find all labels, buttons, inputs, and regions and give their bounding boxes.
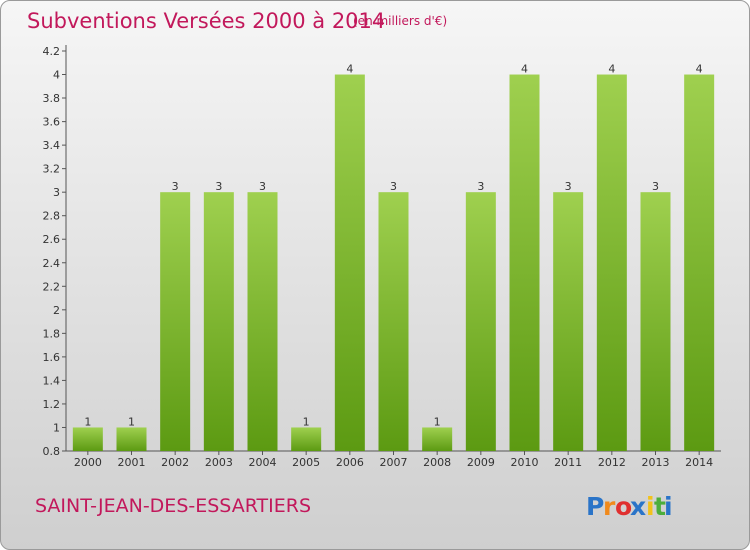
y-tick-label: 3.8 <box>43 92 61 105</box>
y-tick-label: 3.2 <box>43 163 61 176</box>
bar-2010 <box>509 74 540 451</box>
data-label-2013: 3 <box>652 180 659 193</box>
x-tick-label: 2005 <box>292 456 320 469</box>
proxiti-logo: Pr ox i ti <box>586 492 673 521</box>
x-tick-label: 2004 <box>249 456 277 469</box>
data-label-2011: 3 <box>565 180 572 193</box>
data-label-2006: 4 <box>346 63 353 76</box>
data-label-2008: 1 <box>434 415 441 428</box>
bar-2002 <box>160 192 191 452</box>
chart-title: Subventions Versées 2000 à 2014 <box>27 9 386 33</box>
data-label-2007: 3 <box>390 180 397 193</box>
x-tick-label: 2008 <box>423 456 451 469</box>
x-tick-label: 2007 <box>380 456 408 469</box>
data-label-2014: 4 <box>696 63 703 76</box>
data-label-2004: 3 <box>259 180 266 193</box>
data-label-2001: 1 <box>128 415 135 428</box>
bar-2009 <box>465 192 496 452</box>
data-label-2009: 3 <box>477 180 484 193</box>
bar-2014 <box>684 74 715 451</box>
y-tick-label: 1 <box>53 421 60 434</box>
x-tick-label: 2001 <box>118 456 146 469</box>
logo-letter: i <box>646 492 655 521</box>
y-tick-label: 3.4 <box>43 139 61 152</box>
bar-2005 <box>291 427 322 451</box>
data-label-2005: 1 <box>303 415 310 428</box>
commune-name: SAINT-JEAN-DES-ESSARTIERS <box>35 495 312 517</box>
y-tick-label: 2.6 <box>43 233 61 246</box>
logo-letter: x <box>630 492 646 521</box>
y-tick-label: 2.2 <box>43 280 61 293</box>
x-tick-label: 2011 <box>554 456 582 469</box>
logo-letter: r <box>603 492 616 521</box>
y-tick-label: 2.4 <box>43 257 61 270</box>
bar-2000 <box>72 427 103 451</box>
y-tick-label: 4 <box>53 69 60 82</box>
x-tick-label: 2014 <box>685 456 713 469</box>
bar-2011 <box>553 192 584 452</box>
bar-2012 <box>596 74 627 451</box>
x-tick-label: 2012 <box>598 456 626 469</box>
bar-2006 <box>334 74 365 451</box>
bar-2003 <box>203 192 234 452</box>
y-tick-label: 3.6 <box>43 116 61 129</box>
data-label-2002: 3 <box>172 180 179 193</box>
x-tick-label: 2003 <box>205 456 233 469</box>
logo-letter: t <box>654 492 666 521</box>
y-tick-label: 0.8 <box>43 445 61 458</box>
x-tick-label: 2010 <box>511 456 539 469</box>
data-label-2000: 1 <box>84 415 91 428</box>
y-tick-label: 1.2 <box>43 398 61 411</box>
y-tick-label: 3 <box>53 186 60 199</box>
logo-letter: i <box>664 492 673 521</box>
unit-note: (en milliers d'€) <box>353 14 448 28</box>
x-tick-label: 2009 <box>467 456 495 469</box>
y-tick-label: 4.2 <box>43 45 61 58</box>
data-label-2003: 3 <box>215 180 222 193</box>
bar-2013 <box>640 192 671 452</box>
bar-2004 <box>247 192 278 452</box>
y-tick-label: 2 <box>53 304 60 317</box>
data-label-2010: 4 <box>521 63 528 76</box>
y-tick-label: 1.8 <box>43 327 61 340</box>
x-tick-label: 2006 <box>336 456 364 469</box>
y-tick-label: 2.8 <box>43 210 61 223</box>
x-tick-label: 2013 <box>642 456 670 469</box>
data-label-2012: 4 <box>608 63 615 76</box>
y-tick-label: 1.4 <box>43 374 61 387</box>
x-tick-label: 2000 <box>74 456 102 469</box>
bar-2007 <box>378 192 409 452</box>
bar-2008 <box>422 427 453 451</box>
logo-letter: o <box>615 492 632 521</box>
x-tick-label: 2002 <box>161 456 189 469</box>
logo-letter: P <box>586 492 604 521</box>
bar-2001 <box>116 427 147 451</box>
y-tick-label: 1.6 <box>43 351 61 364</box>
